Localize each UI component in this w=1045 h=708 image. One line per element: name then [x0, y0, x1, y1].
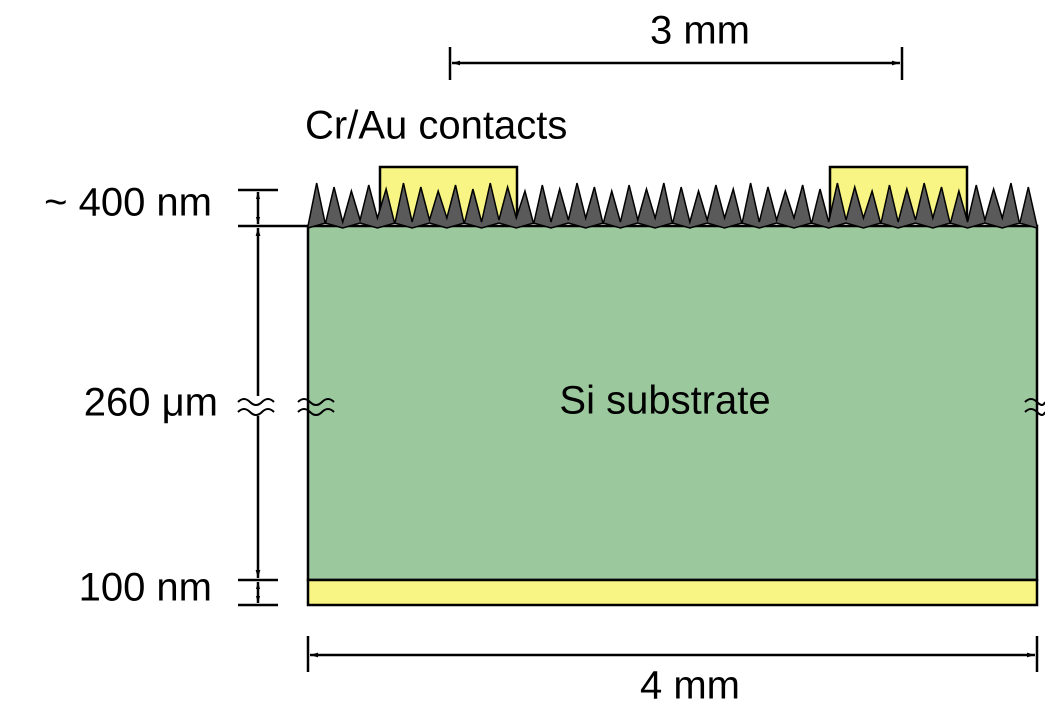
dimension-label: 3 mm — [650, 9, 750, 53]
substrate-thickness-label: 260 μm — [84, 381, 218, 425]
dimension-label: 4 mm — [640, 664, 740, 708]
contacts-label: Cr/Au contacts — [305, 104, 567, 148]
layer-thickness-label: 100 nm — [79, 566, 212, 610]
bottom-contact — [306, 578, 1039, 607]
break-marks — [234, 396, 1045, 416]
layer-thickness-label: ~ 400 nm — [44, 181, 212, 225]
substrate-label: Si substrate — [559, 379, 770, 423]
textured-layer — [307, 182, 1038, 229]
substrate — [306, 224, 1039, 582]
